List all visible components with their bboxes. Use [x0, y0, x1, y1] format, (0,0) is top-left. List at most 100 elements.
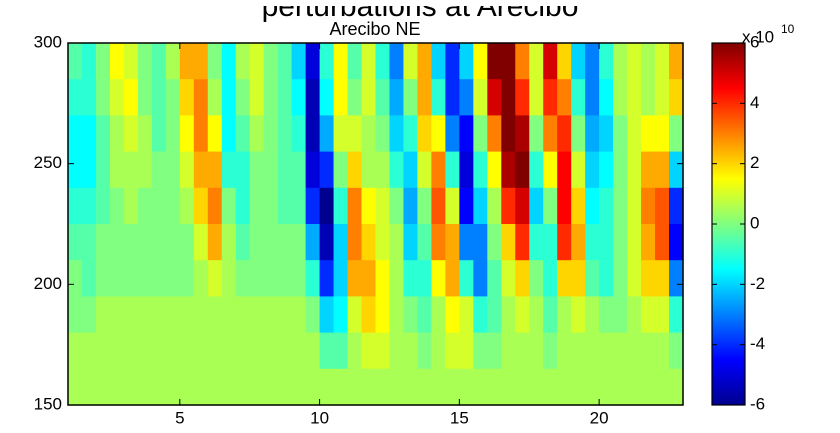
heatmap-cell [529, 296, 544, 334]
heatmap-cell [529, 368, 544, 406]
heatmap-cell [473, 332, 488, 370]
heatmap-cell [333, 187, 349, 225]
heatmap-cell [585, 332, 600, 370]
heatmap-cell [361, 224, 377, 261]
heatmap-cell [81, 151, 97, 189]
heatmap-cell [431, 187, 446, 225]
heatmap-cell [179, 79, 195, 116]
heatmap-cell [305, 224, 321, 261]
heatmap-cell [319, 151, 335, 189]
heatmap-cell [263, 79, 279, 116]
heatmap-cell [109, 115, 125, 153]
heatmap-cell [277, 79, 293, 116]
heatmap-cell [557, 151, 572, 189]
x-tick-label: 20 [590, 408, 609, 427]
heatmap-cell [333, 224, 349, 261]
heatmap-cell [68, 151, 83, 189]
heatmap-cell [319, 79, 335, 116]
heatmap-cell [347, 43, 363, 80]
axes: 5 10 15 20 150 200 250 300 -6 -4 -2 0 2 4 6x 10 10 [34, 22, 795, 427]
heatmap-cell [165, 296, 181, 334]
heatmap-cell [95, 368, 111, 406]
heatmap-cell [557, 224, 572, 261]
heatmap-cell [249, 79, 265, 116]
heatmap-cell [165, 260, 181, 297]
colorbar-tick-label: 6 [750, 32, 759, 51]
heatmap-cell [361, 79, 377, 116]
y-tick-label: 300 [34, 32, 62, 51]
heatmap-cell [291, 115, 307, 153]
heatmap-cell [627, 79, 642, 116]
heatmap-cell [95, 43, 111, 80]
heatmap-cell [585, 368, 600, 406]
heatmap-cell [347, 296, 363, 334]
heatmap-cell [529, 151, 544, 189]
heatmap-cell [669, 43, 684, 80]
heatmap-cell [431, 260, 446, 297]
heatmap-cell [68, 368, 83, 406]
heatmap-cell [431, 368, 446, 406]
heatmap-cell [81, 224, 97, 261]
heatmap-cell [193, 115, 209, 153]
heatmap-cell [95, 79, 111, 116]
heatmap-cell [165, 224, 181, 261]
heatmap-cell [109, 151, 125, 189]
heatmap-cell [151, 43, 167, 80]
heatmap-cell [333, 79, 349, 116]
colorbar-tick-label: -6 [750, 394, 765, 413]
heatmap-cell [459, 368, 474, 406]
heatmap-cell [123, 332, 139, 370]
heatmap-cell [613, 224, 628, 261]
heatmap-cell [291, 332, 307, 370]
heatmap-cell [529, 79, 544, 116]
heatmap-cell [445, 224, 460, 261]
y-tick-label: 150 [34, 394, 62, 413]
heatmap-cell [305, 151, 321, 189]
heatmap-cell [389, 368, 405, 406]
heatmap-cell [403, 43, 419, 80]
heatmap-cell [277, 224, 293, 261]
heatmap-cell [585, 260, 600, 297]
heatmap-cell [431, 224, 446, 261]
heatmap-cell [515, 79, 530, 116]
x-tick-label: 15 [450, 408, 469, 427]
heatmap-cell [137, 187, 153, 225]
heatmap-cell [291, 79, 307, 116]
heatmap-cell [221, 43, 237, 80]
heatmap-cell [291, 296, 307, 334]
heatmap-cell [137, 115, 153, 153]
heatmap-cell [417, 368, 433, 406]
heatmap-cell [109, 43, 125, 80]
heatmap-cell [417, 187, 433, 225]
heatmap-cell [305, 332, 321, 370]
heatmap-cell [319, 368, 335, 406]
heatmap-cell [543, 79, 558, 116]
heatmap-cell [151, 115, 167, 153]
heatmap-cell [445, 260, 460, 297]
heatmap-cell [151, 151, 167, 189]
heatmap-cell [68, 43, 83, 80]
heatmap-cell [431, 151, 446, 189]
heatmap-cell [487, 368, 502, 406]
heatmap-cell [515, 151, 530, 189]
heatmap-cell [403, 187, 419, 225]
heatmap-cell [627, 260, 642, 297]
heatmap-cell [347, 260, 363, 297]
heatmap-cell [81, 368, 97, 406]
heatmap-cell [277, 260, 293, 297]
heatmap-cell [137, 79, 153, 116]
colorbar-label: x 10 [742, 27, 774, 46]
heatmap-cell [347, 224, 363, 261]
heatmap-cell [669, 260, 684, 297]
heatmap-cell [249, 224, 265, 261]
heatmap-cell [207, 79, 223, 116]
heatmap-cell [249, 332, 265, 370]
heatmap-cell [319, 187, 335, 225]
heatmap-cell [403, 224, 419, 261]
heatmap-cell [641, 187, 656, 225]
colorbar-exponent: 10 [781, 22, 795, 36]
heatmap-cell [613, 43, 628, 80]
heatmap-cell [193, 79, 209, 116]
heatmap-cell [347, 368, 363, 406]
